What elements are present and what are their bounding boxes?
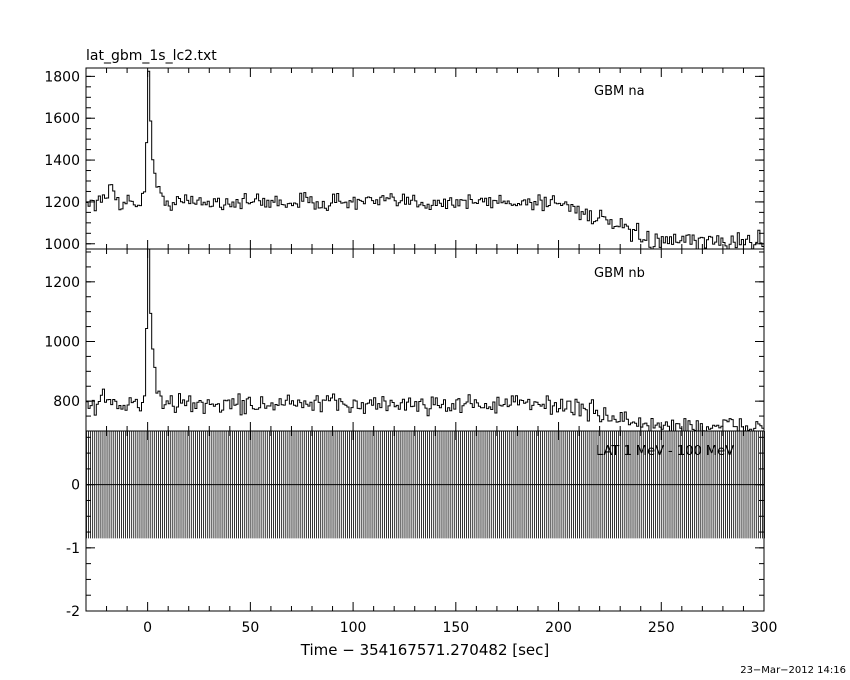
legend-lat: LAT 1 MeV - 100 MeV xyxy=(596,444,734,459)
timestamp: 23−Mar−2012 14:16 xyxy=(740,665,846,676)
legend-gbm-nb: GBM nb xyxy=(594,266,645,281)
y-tick-label: 1200 xyxy=(44,195,80,211)
panel-gbm-nb: 800 1000 1200 xyxy=(44,248,765,432)
x-axis: 0 50 100 150 200 250 300 xyxy=(143,620,777,636)
y-tick-label: -1 xyxy=(66,541,80,557)
x-tick-label: 300 xyxy=(751,620,778,636)
x-tick-label: 200 xyxy=(545,620,572,636)
plot-frame xyxy=(85,67,765,250)
y-tick-label: -2 xyxy=(66,604,80,620)
plot-frame xyxy=(85,248,765,432)
x-axis-label: Time − 354167571.270482 [sec] xyxy=(300,641,550,659)
series-line-0 xyxy=(86,70,764,249)
x-tick-label: 100 xyxy=(340,620,367,636)
y-tick-label: 1000 xyxy=(44,237,80,253)
chart-title: lat_gbm_1s_lc2.txt xyxy=(86,48,217,64)
y-tick-label: 1200 xyxy=(44,275,80,291)
y-tick-label: 0 xyxy=(71,478,80,494)
x-tick-label: 0 xyxy=(143,620,152,636)
y-tick-label: 800 xyxy=(53,394,80,410)
y-tick-label: 1400 xyxy=(44,153,80,169)
x-tick-label: 150 xyxy=(442,620,469,636)
plot-frame xyxy=(85,430,765,612)
y-tick-label: 1600 xyxy=(44,111,80,127)
y-tick-label: 1800 xyxy=(44,69,80,85)
x-tick-label: 250 xyxy=(648,620,675,636)
panel-gbm-na: 1000 1200 1400 1600 1800 xyxy=(44,67,765,253)
x-tick-label: 50 xyxy=(241,620,259,636)
series-line-1 xyxy=(86,249,764,431)
y-tick-label: 1000 xyxy=(44,334,80,350)
legend-gbm-na: GBM na xyxy=(594,84,645,99)
panel-lat: 0 -1 -2 xyxy=(66,430,765,620)
